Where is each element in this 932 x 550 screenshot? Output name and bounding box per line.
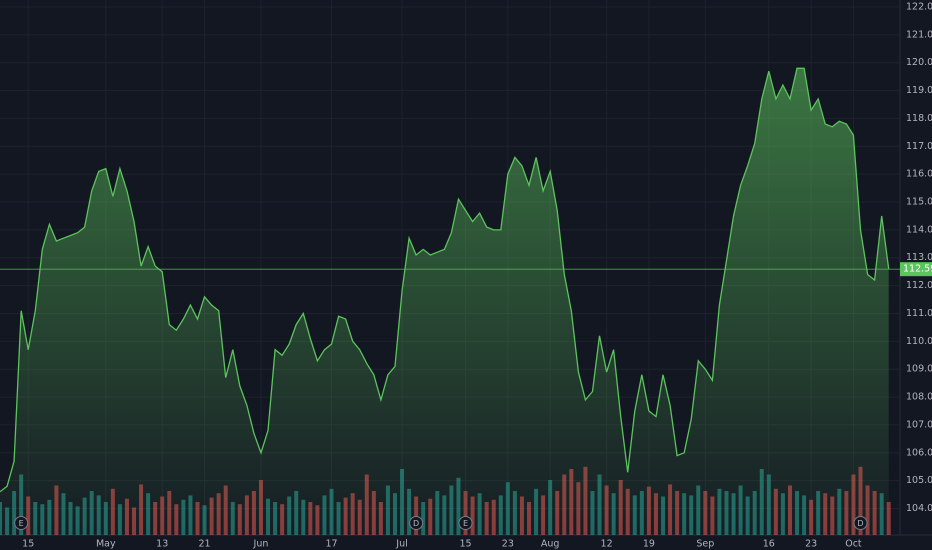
event-marker (458, 516, 473, 530)
event-marker (14, 516, 29, 530)
x-tick-label: Aug (541, 539, 560, 550)
x-tick-label: Jun (253, 539, 269, 550)
x-tick-label: 15 (22, 539, 34, 550)
y-tick-label: 106.00 (906, 447, 932, 458)
x-tick-label: Oct (845, 539, 862, 550)
y-tick-label: 107.00 (906, 419, 932, 430)
y-tick-label: 111.00 (906, 308, 932, 319)
x-tick-label: 23 (805, 539, 817, 550)
y-tick-label: 116.00 (906, 169, 932, 180)
y-tick-label: 114.00 (906, 224, 932, 235)
x-tick-label: 21 (198, 539, 210, 550)
y-tick-label: 118.00 (906, 113, 932, 124)
y-tick-label: 117.00 (906, 141, 932, 152)
x-tick-label: Sep (696, 539, 714, 550)
y-tick-label: 108.00 (906, 392, 932, 403)
y-tick-label: 115.00 (906, 197, 932, 208)
x-tick-label: 12 (601, 539, 613, 550)
y-tick-label: 119.00 (906, 85, 932, 96)
event-label: E (19, 519, 24, 528)
last-price-label: 112.59 (903, 264, 932, 275)
x-tick-label: Jul (395, 539, 407, 550)
y-tick-label: 113.00 (906, 252, 932, 263)
price-line (0, 67, 890, 493)
x-tick-label: 16 (763, 539, 775, 550)
last-price-box (900, 262, 932, 277)
x-tick-label: 19 (643, 539, 655, 550)
y-tick-label: 104.00 (906, 503, 932, 514)
y-tick-label: 120.00 (906, 57, 932, 68)
y-tick-label: 109.00 (906, 364, 932, 375)
volume-bar (886, 502, 891, 535)
x-tick-label: 23 (502, 539, 514, 550)
event-marker (409, 516, 424, 530)
event-label: E (463, 519, 468, 528)
x-tick-label: 15 (459, 539, 471, 550)
y-tick-label: 112.00 (906, 280, 932, 291)
y-tick-label: 105.00 (906, 475, 932, 486)
y-tick-label: 110.00 (906, 336, 932, 347)
y-tick-label: 121.00 (906, 29, 932, 40)
event-label: D (413, 519, 419, 528)
area-fill (0, 68, 889, 536)
x-tick-label: May (96, 539, 116, 550)
event-marker (853, 516, 868, 530)
x-tick-label: 17 (325, 539, 337, 550)
event-label: D (857, 519, 863, 528)
y-tick-label: 122.00 (906, 1, 932, 12)
x-tick-label: 13 (156, 539, 168, 550)
